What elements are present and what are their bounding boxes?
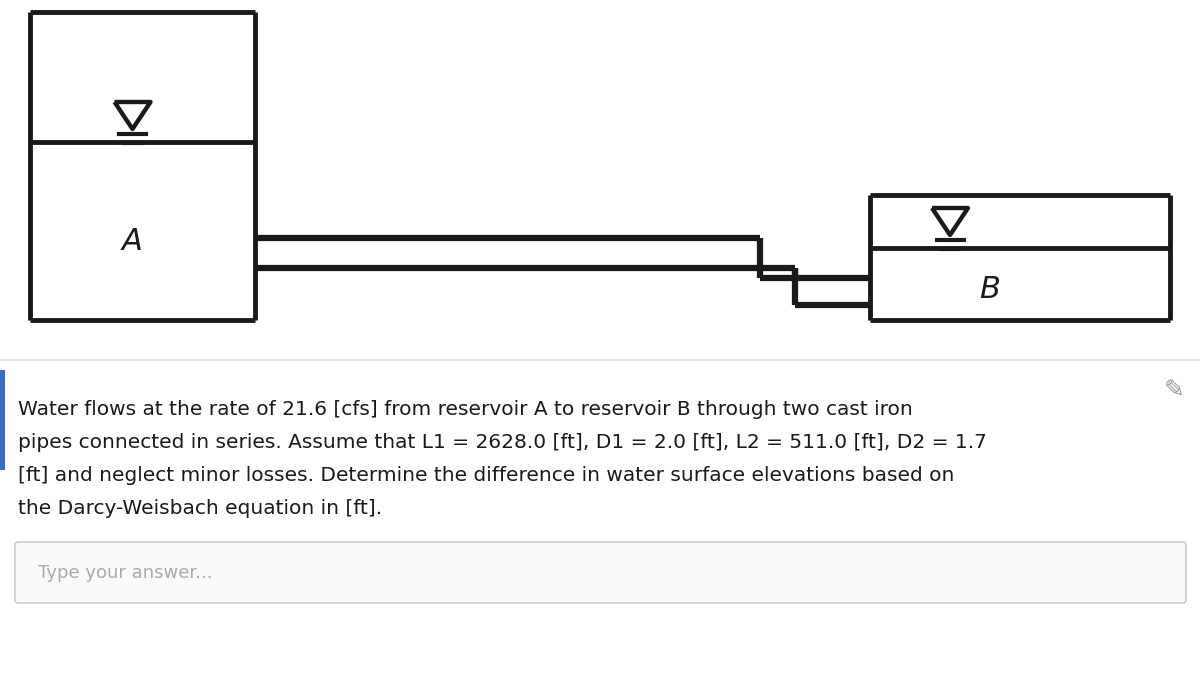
Text: Water flows at the rate of 21.6 [cfs] from reservoir A to reservoir B through tw: Water flows at the rate of 21.6 [cfs] fr…: [18, 400, 913, 419]
Text: Type your answer...: Type your answer...: [38, 564, 212, 582]
Text: pipes connected in series. Assume that L1 = 2628.0 [ft], D1 = 2.0 [ft], L2 = 511: pipes connected in series. Assume that L…: [18, 433, 986, 452]
Bar: [0, 370, 5, 470]
FancyBboxPatch shape: [14, 542, 1186, 603]
Text: [ft] and neglect minor losses. Determine the difference in water surface elevati: [ft] and neglect minor losses. Determine…: [18, 466, 954, 485]
Text: ✎: ✎: [1164, 378, 1186, 402]
Text: B: B: [979, 275, 1001, 303]
Text: the Darcy-Weisbach equation in [ft].: the Darcy-Weisbach equation in [ft].: [18, 499, 382, 518]
Text: A: A: [122, 226, 143, 255]
